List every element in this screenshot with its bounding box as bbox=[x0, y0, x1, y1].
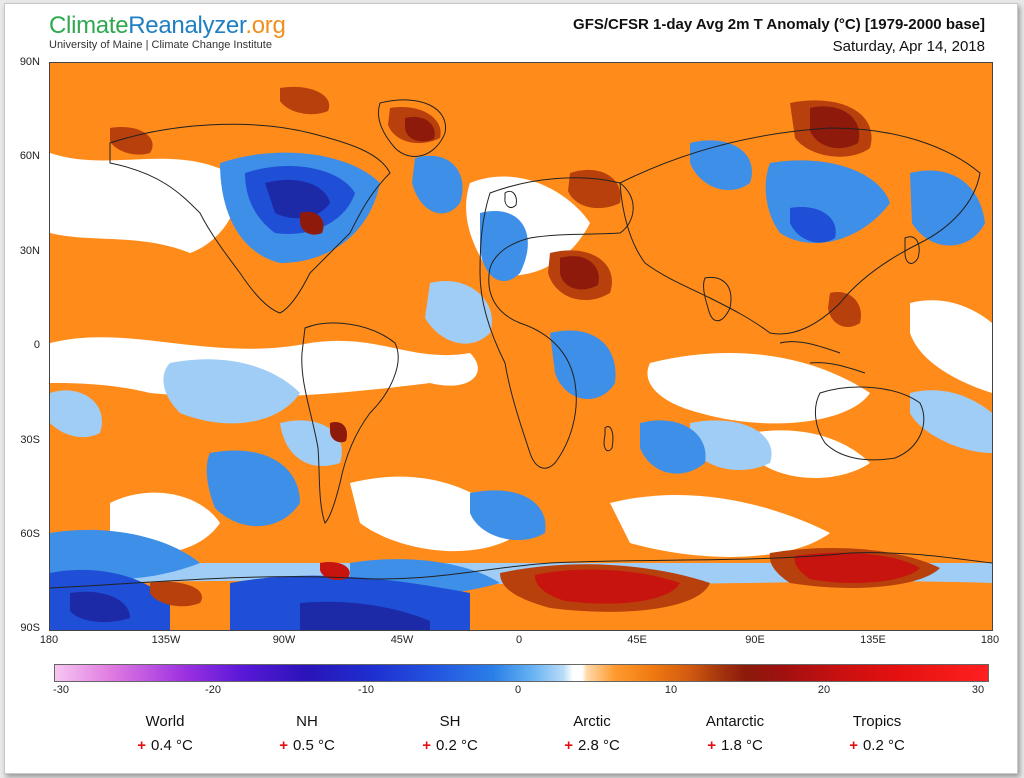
lon-label: 135E bbox=[853, 634, 893, 646]
map-date: Saturday, Apr 14, 2018 bbox=[833, 38, 985, 55]
stat-value: 0.5 °C bbox=[293, 737, 335, 754]
plus-icon: + bbox=[849, 737, 858, 754]
colorbar-tick: 10 bbox=[651, 684, 691, 696]
stat-value-row: +0.2 °C bbox=[822, 737, 932, 754]
stat-name: SH bbox=[395, 713, 505, 733]
lat-label: 90S bbox=[4, 622, 40, 634]
stat-value: 0.2 °C bbox=[436, 737, 478, 754]
lon-label: 0 bbox=[499, 634, 539, 646]
stat-world: World +0.4 °C bbox=[110, 713, 220, 754]
colorbar-tick: 20 bbox=[804, 684, 844, 696]
stat-value-row: +1.8 °C bbox=[680, 737, 790, 754]
map-title: GFS/CFSR 1-day Avg 2m T Anomaly (°C) [19… bbox=[573, 16, 985, 33]
stat-name: Antarctic bbox=[680, 713, 790, 733]
lat-label: 60S bbox=[4, 528, 40, 540]
colorbar-tick: 0 bbox=[498, 684, 538, 696]
stat-value-row: +0.4 °C bbox=[110, 737, 220, 754]
lon-label: 180 bbox=[970, 634, 1010, 646]
stat-name: World bbox=[110, 713, 220, 733]
lon-label: 90E bbox=[735, 634, 775, 646]
stat-value: 1.8 °C bbox=[721, 737, 763, 754]
anomaly-colorbar bbox=[54, 664, 989, 682]
stat-name: NH bbox=[252, 713, 362, 733]
lon-label: 45E bbox=[617, 634, 657, 646]
plus-icon: + bbox=[564, 737, 573, 754]
lat-label: 30S bbox=[4, 434, 40, 446]
stat-value: 2.8 °C bbox=[578, 737, 620, 754]
stat-arctic: Arctic +2.8 °C bbox=[537, 713, 647, 754]
lat-label: 90N bbox=[4, 56, 40, 68]
anomaly-map-svg bbox=[50, 63, 992, 630]
plus-icon: + bbox=[707, 737, 716, 754]
stat-value-row: +0.5 °C bbox=[252, 737, 362, 754]
colorbar-tick: 30 bbox=[958, 684, 998, 696]
site-logo[interactable]: ClimateReanalyzer.org University of Main… bbox=[49, 12, 286, 51]
colorbar-tick: -30 bbox=[41, 684, 81, 696]
stat-antarctic: Antarctic +1.8 °C bbox=[680, 713, 790, 754]
colorbar-tick: -10 bbox=[346, 684, 386, 696]
lat-label: 60N bbox=[4, 150, 40, 162]
stat-nh: NH +0.5 °C bbox=[252, 713, 362, 754]
logo-climate: Climate bbox=[49, 12, 128, 39]
logo-reanalyzer: Reanalyzer bbox=[128, 12, 245, 39]
plus-icon: + bbox=[279, 737, 288, 754]
stat-name: Tropics bbox=[822, 713, 932, 733]
stat-value: 0.4 °C bbox=[151, 737, 193, 754]
stat-value: 0.2 °C bbox=[863, 737, 905, 754]
plus-icon: + bbox=[137, 737, 146, 754]
lon-label: 90W bbox=[264, 634, 304, 646]
lon-label: 180 bbox=[29, 634, 69, 646]
stat-value-row: +0.2 °C bbox=[395, 737, 505, 754]
stat-sh: SH +0.2 °C bbox=[395, 713, 505, 754]
lat-label: 0 bbox=[4, 339, 40, 351]
lon-label: 135W bbox=[146, 634, 186, 646]
stat-value-row: +2.8 °C bbox=[537, 737, 647, 754]
temperature-anomaly-map bbox=[49, 62, 993, 631]
regional-anomaly-stats: World +0.4 °C NH +0.5 °C SH +0.2 °C Arct… bbox=[100, 713, 940, 763]
lon-label: 45W bbox=[382, 634, 422, 646]
plus-icon: + bbox=[422, 737, 431, 754]
stat-tropics: Tropics +0.2 °C bbox=[822, 713, 932, 754]
colorbar-tick: -20 bbox=[193, 684, 233, 696]
lat-label: 30N bbox=[4, 245, 40, 257]
logo-wordmark: ClimateReanalyzer.org bbox=[49, 12, 286, 40]
logo-org: .org bbox=[245, 12, 285, 39]
stat-name: Arctic bbox=[537, 713, 647, 733]
logo-subtitle: University of Maine | Climate Change Ins… bbox=[49, 39, 286, 51]
